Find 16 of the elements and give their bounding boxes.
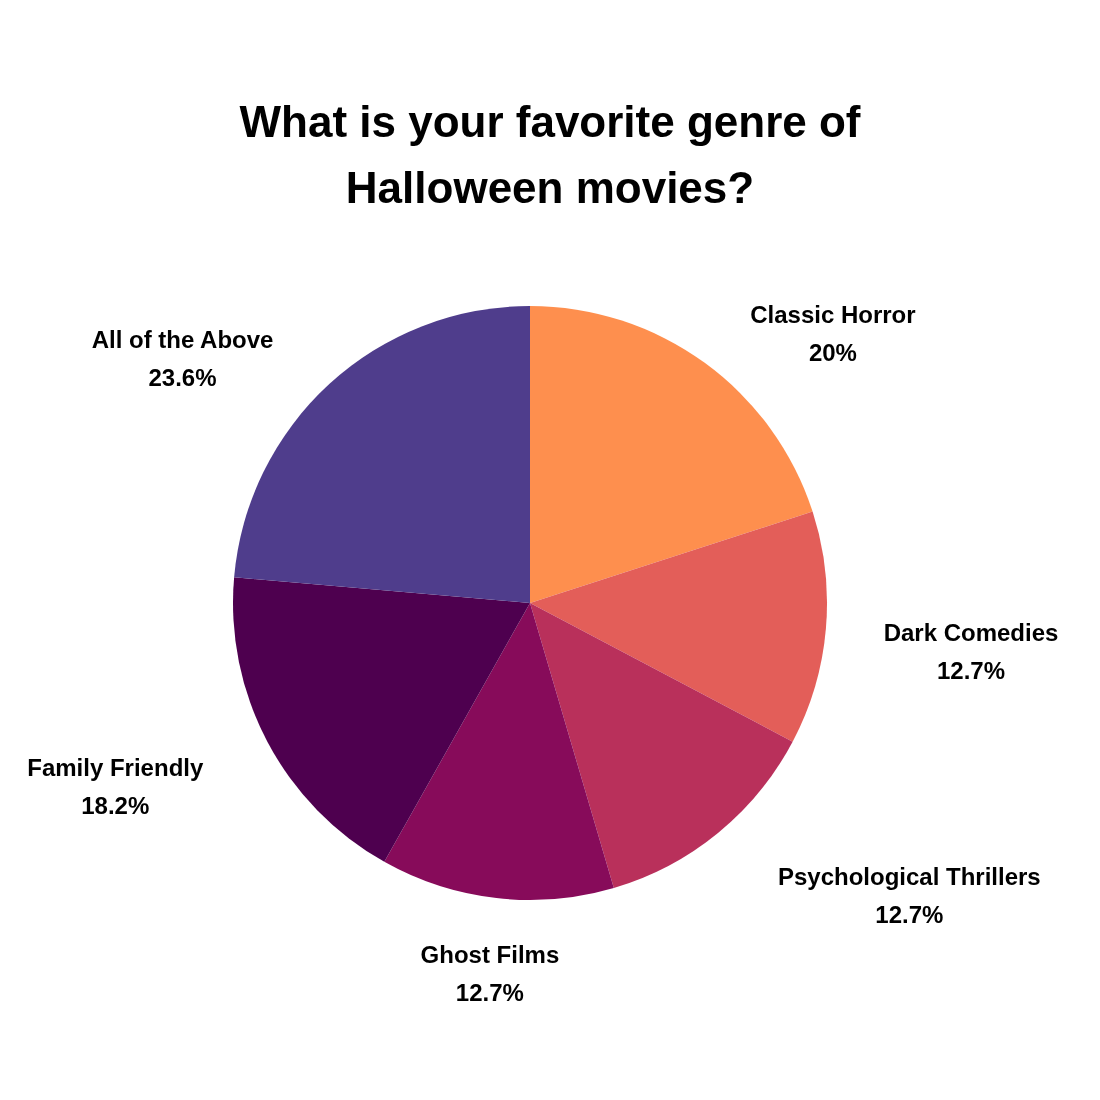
slice-label: Ghost Films — [420, 940, 560, 968]
pie-slice — [530, 511, 827, 742]
data-label: 12.7% — [937, 656, 1006, 684]
data-label: 18.2% — [81, 791, 150, 819]
chart-title: What is your favorite genre of Halloween movies? — [239, 97, 861, 212]
slice-label: Psychological Thrillers — [777, 862, 1041, 890]
data-label: 12.7% — [455, 978, 524, 1006]
slice-label: Classic Horror — [750, 300, 916, 328]
slice-label: Family Friendly — [27, 753, 204, 781]
pie-slice — [384, 603, 614, 900]
slice-label: All of the Above — [91, 326, 274, 354]
data-label: 23.6% — [148, 364, 217, 392]
data-label: 20% — [808, 338, 857, 366]
data-label: 12.7% — [875, 900, 944, 928]
pie-slice — [233, 577, 530, 862]
slice-label: Dark Comedies — [883, 618, 1059, 646]
